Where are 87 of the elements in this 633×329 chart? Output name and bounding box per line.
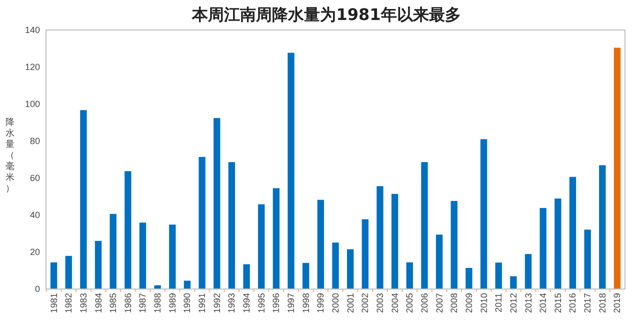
bar — [406, 262, 413, 289]
bar — [169, 224, 176, 289]
x-tick-label: 2013 — [523, 293, 534, 314]
x-tick-label: 2017 — [582, 293, 593, 314]
bar — [80, 110, 87, 289]
bar — [540, 208, 546, 289]
bar — [50, 262, 58, 289]
bar — [599, 165, 606, 289]
bar — [480, 139, 488, 289]
bar — [346, 249, 354, 289]
x-tick-label: 2008 — [449, 293, 460, 314]
x-tick-label: 1985 — [108, 293, 118, 314]
x-tick-label: 2019 — [612, 293, 622, 314]
x-tick-label: 2016 — [568, 293, 578, 314]
bar — [198, 156, 206, 289]
x-tick-label: 1997 — [286, 293, 296, 314]
y-tick-label: 0 — [34, 284, 40, 294]
x-tick-label: 1987 — [138, 293, 148, 314]
bar — [510, 276, 517, 289]
bar — [362, 219, 368, 289]
bar — [332, 242, 339, 289]
x-tick-label: 2004 — [390, 293, 400, 314]
y-tick-label: 40 — [30, 210, 40, 220]
bar — [584, 230, 591, 289]
bar — [436, 234, 443, 289]
y-tick-label: 20 — [30, 247, 40, 258]
x-tick-label: 1989 — [167, 293, 178, 314]
bar — [569, 176, 576, 289]
x-tick-label: 1984 — [93, 293, 104, 314]
x-tick-label: 1998 — [300, 293, 311, 314]
x-tick-label: 2014 — [538, 293, 548, 314]
x-tick-label: 1996 — [271, 293, 282, 314]
x-tick-label: 2011 — [494, 293, 504, 312]
bar — [288, 52, 294, 289]
x-tick-label: 2007 — [434, 293, 444, 314]
x-tick-label: 2005 — [404, 293, 415, 314]
y-tick-label: 60 — [30, 173, 40, 184]
x-tick-label: 1990 — [182, 293, 192, 314]
bar — [272, 188, 280, 289]
x-tick-label: 2001 — [345, 293, 356, 314]
x-tick-label: 2009 — [464, 293, 474, 314]
x-tick-label: 1982 — [64, 293, 74, 314]
chart-title: 本周江南周降水量为1981年以来最多 — [191, 5, 461, 24]
x-tick-label: 2000 — [330, 293, 340, 314]
bar — [421, 162, 428, 289]
x-tick-label: 1983 — [78, 293, 88, 314]
bar — [258, 204, 265, 289]
x-tick-label: 1981 — [48, 293, 59, 314]
bar — [184, 280, 191, 289]
bar — [495, 262, 502, 289]
x-tick-label: 2012 — [508, 293, 518, 314]
x-tick-label: 1995 — [256, 293, 266, 314]
bar — [466, 268, 472, 289]
y-axis-title: 降水量（毫米） — [6, 117, 14, 194]
x-tick-label: 1986 — [122, 293, 133, 314]
y-tick-label: 100 — [24, 99, 40, 110]
bar — [228, 162, 236, 289]
bar — [124, 171, 132, 289]
x-tick-label: 2018 — [597, 293, 608, 314]
bar — [614, 48, 621, 289]
y-tick-label: 80 — [30, 136, 40, 146]
bar — [554, 198, 562, 289]
x-tick-label: 2002 — [360, 293, 370, 314]
bar — [450, 200, 458, 289]
bar — [376, 186, 384, 289]
bar — [139, 222, 146, 289]
y-tick-label: 120 — [24, 62, 40, 72]
x-tick-label: 1991 — [197, 293, 208, 314]
bar — [214, 118, 220, 289]
bar — [110, 214, 116, 289]
bar — [243, 264, 250, 289]
x-tick-label: 1999 — [316, 293, 326, 314]
bar — [524, 254, 532, 289]
bar — [317, 200, 324, 289]
x-tick-label: 1993 — [226, 293, 237, 314]
bar — [302, 262, 310, 289]
bar — [94, 240, 102, 289]
y-tick-label: 140 — [24, 25, 40, 36]
x-tick-label: 2003 — [374, 293, 385, 314]
x-tick-label: 2006 — [419, 293, 430, 314]
x-tick-label: 1994 — [242, 293, 252, 314]
x-tick-label: 1988 — [152, 293, 163, 314]
x-tick-label: 2010 — [478, 293, 489, 314]
x-tick-label: 1992 — [212, 293, 222, 314]
x-tick-label: 2015 — [552, 293, 563, 314]
bar — [391, 194, 398, 289]
bar — [65, 256, 72, 289]
